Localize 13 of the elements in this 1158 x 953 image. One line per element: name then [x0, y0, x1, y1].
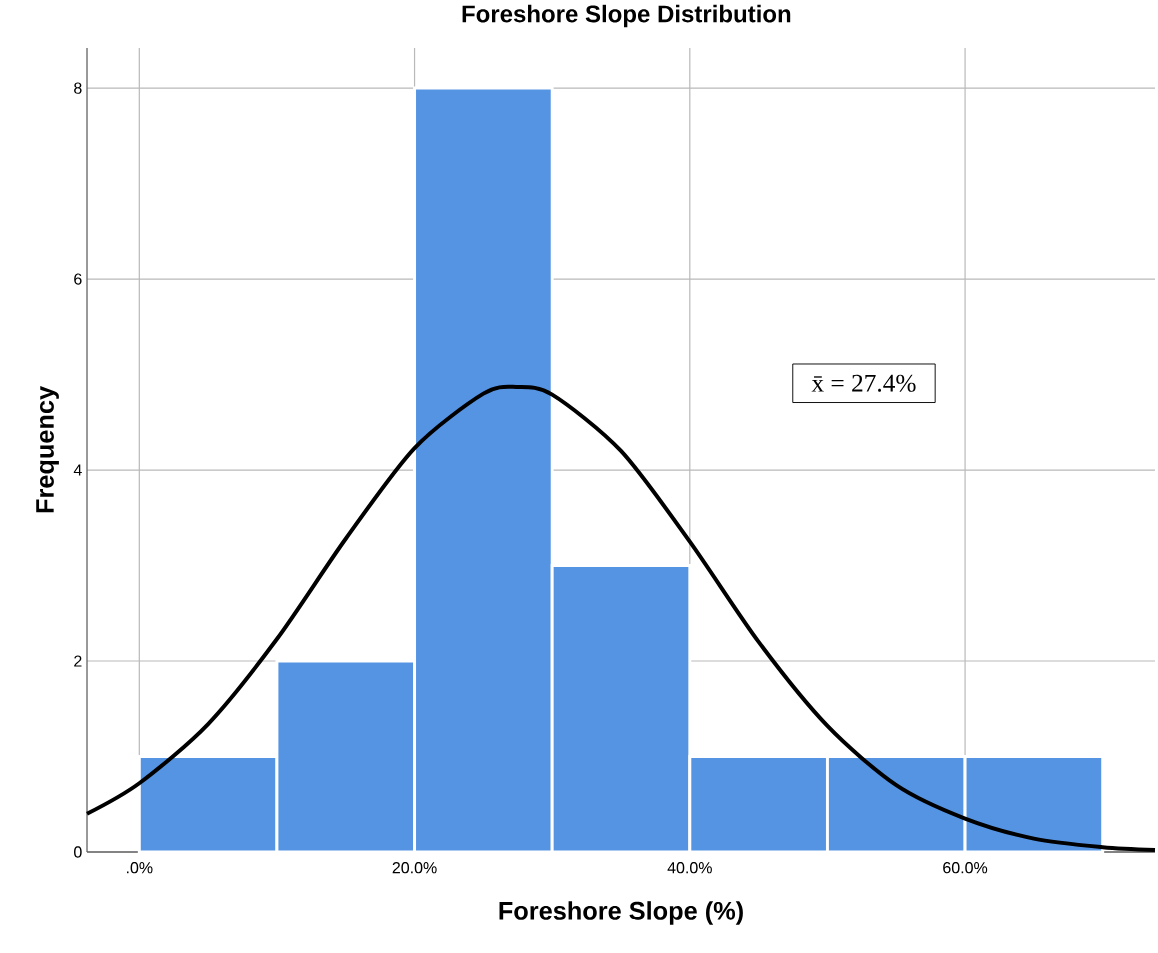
y-tick-label: 8	[74, 82, 82, 94]
x-tick-label: 40.0%	[667, 862, 712, 874]
y-axis-title: Frequency	[36, 386, 59, 513]
y-tick-label: 0	[74, 846, 82, 858]
y-tick-label: 6	[74, 273, 82, 285]
annotation: x̄ = 27.4%	[811, 374, 916, 392]
x-tick-label: 60.0%	[943, 862, 988, 874]
x-tick-label: 20.0%	[392, 862, 437, 874]
x-tick-label: .0%	[126, 862, 153, 874]
y-tick-label: 4	[73, 464, 82, 476]
y-tick-label: 2	[74, 655, 82, 667]
chart-title: Foreshore Slope Distribution	[462, 4, 791, 28]
x-axis-title: Foreshore Slope (%)	[499, 901, 743, 925]
